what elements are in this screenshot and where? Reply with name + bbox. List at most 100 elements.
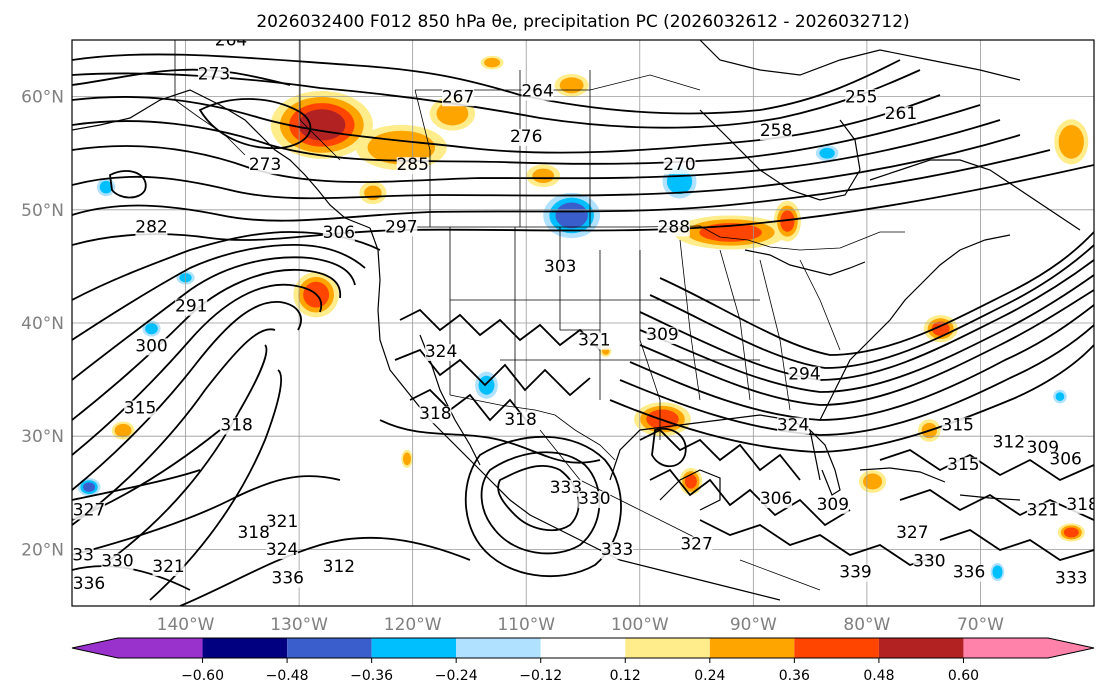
contour-label-bg: [266, 542, 299, 560]
pc-fill-level-1: [992, 565, 1003, 579]
contour-label-bg: [947, 457, 980, 475]
colorbar-segment: [287, 638, 372, 658]
pc-region: [77, 478, 101, 497]
pc-region: [270, 90, 373, 159]
contour-label: 324: [425, 342, 457, 362]
contour-label: 330: [578, 489, 610, 509]
contour-label-bg: [510, 128, 543, 146]
pc-region: [554, 73, 589, 97]
contour-label: 327: [680, 534, 712, 554]
contour-label-bg: [73, 502, 106, 520]
contour-label: 333: [601, 540, 633, 560]
contour-306b: [639, 289, 1094, 406]
contour-label: 321: [152, 557, 184, 577]
contour-label-bg: [425, 343, 458, 361]
lon-tick-label: 80°W: [843, 615, 890, 635]
contour-label-bg: [816, 496, 849, 514]
colorbar-segment: [371, 638, 457, 658]
colorbar-tick-label: 0.24: [694, 668, 725, 684]
colorbar-segment: [540, 638, 626, 658]
contour-288: [72, 164, 1094, 246]
contour-273: [72, 94, 941, 154]
contour-label: 264: [215, 31, 247, 51]
contour-label-bg: [657, 219, 690, 237]
contour-label-bg: [788, 366, 821, 384]
contour-label-bg: [504, 411, 537, 429]
contour-label-bg: [549, 479, 582, 497]
contour-label-bg: [646, 326, 679, 344]
us-mexico-border: [449, 394, 616, 461]
lat-tick-label: 50°N: [21, 201, 64, 221]
contour-label-bg: [760, 123, 793, 141]
pc-fill-level-1: [99, 180, 113, 194]
contour-264: [72, 53, 901, 115]
colorbar-tick-label: −0.60: [181, 668, 224, 684]
lon-tick-label: 130°W: [270, 615, 328, 635]
contour-label-bg: [385, 219, 418, 237]
pc-fill-level-2: [931, 321, 950, 336]
contour-label-bg: [760, 491, 793, 509]
pc-fill-level-1: [436, 101, 469, 126]
cuba: [859, 467, 946, 483]
caribbean: [959, 494, 1021, 501]
contour-north-1: [72, 68, 291, 86]
contour-label-bg: [73, 576, 106, 594]
contour-label: 285: [396, 155, 428, 175]
contour-label: 336: [272, 568, 304, 588]
lon-tick-label: 140°W: [157, 615, 215, 635]
contour-wiggly-6: [699, 519, 941, 566]
contour-label-bg: [1055, 570, 1088, 588]
contour-label-bg: [884, 106, 917, 124]
contour-label-bg: [601, 542, 634, 560]
contour-label-bg: [322, 559, 355, 577]
contour-label: 330: [101, 551, 133, 571]
contour-label: 309: [646, 325, 678, 345]
longitude-tick-labels: 140°W 130°W 120°W 110°W 100°W 90°W 80°W 70°W: [157, 615, 1004, 635]
colorbar-extend-min: [72, 638, 118, 658]
pc-fill-level-1: [484, 57, 501, 68]
contour-label-bg: [913, 553, 946, 571]
alaska-border: [174, 40, 246, 156]
contour-label: 303: [544, 257, 576, 277]
canada-province-2: [414, 89, 431, 227]
lon-tick-label: 90°W: [730, 615, 777, 635]
contour-300: [72, 268, 341, 421]
colorbar-extend-max: [1048, 638, 1094, 658]
lon-tick-label: 110°W: [497, 615, 555, 635]
contour-label: 318: [237, 523, 269, 543]
contour-label-layer: 264 273 267 264 255 261 258 276 270 273 285 282 297 3…: [72, 31, 1094, 594]
pc-region: [359, 181, 387, 205]
contour-294: [72, 244, 366, 341]
contour-label-bg: [152, 559, 185, 577]
contour-label-bg: [197, 66, 230, 84]
lon-tick-label: 100°W: [611, 615, 669, 635]
contour-label-bg: [777, 417, 810, 435]
contour-309: [72, 328, 276, 526]
contour-297b: [649, 244, 1094, 369]
pc-region: [111, 421, 135, 440]
contour-label: 321: [266, 512, 298, 532]
contour-label: 336: [953, 563, 985, 583]
contour-label-bg: [544, 259, 577, 277]
contour-309b: [629, 304, 1094, 421]
colorbar-segment: [456, 638, 541, 658]
pc-fill-level-1: [364, 185, 382, 201]
contour-wiggly-7: [879, 449, 1094, 482]
lon-tick-label: 120°W: [384, 615, 442, 635]
contour-label-bg: [322, 225, 355, 243]
lat-tick-label: 20°N: [21, 540, 64, 560]
contour-label: 306: [760, 489, 792, 509]
contour-label: 312: [323, 557, 355, 577]
contour-label-bg: [1066, 496, 1094, 514]
pc-fill-level-2: [699, 223, 762, 242]
contour-label: 324: [266, 540, 298, 560]
contour-306: [72, 301, 302, 491]
contour-label-bg: [1049, 451, 1082, 469]
pc-fill-level-2: [780, 210, 795, 232]
contour-label: 327: [73, 500, 105, 520]
contour-wiggly-2: [394, 348, 591, 397]
contour-label: 333: [1055, 568, 1087, 588]
pc-fill-level-2: [684, 474, 697, 489]
contour-wiggly-3: [409, 388, 531, 426]
contour-label: 336: [73, 574, 105, 594]
